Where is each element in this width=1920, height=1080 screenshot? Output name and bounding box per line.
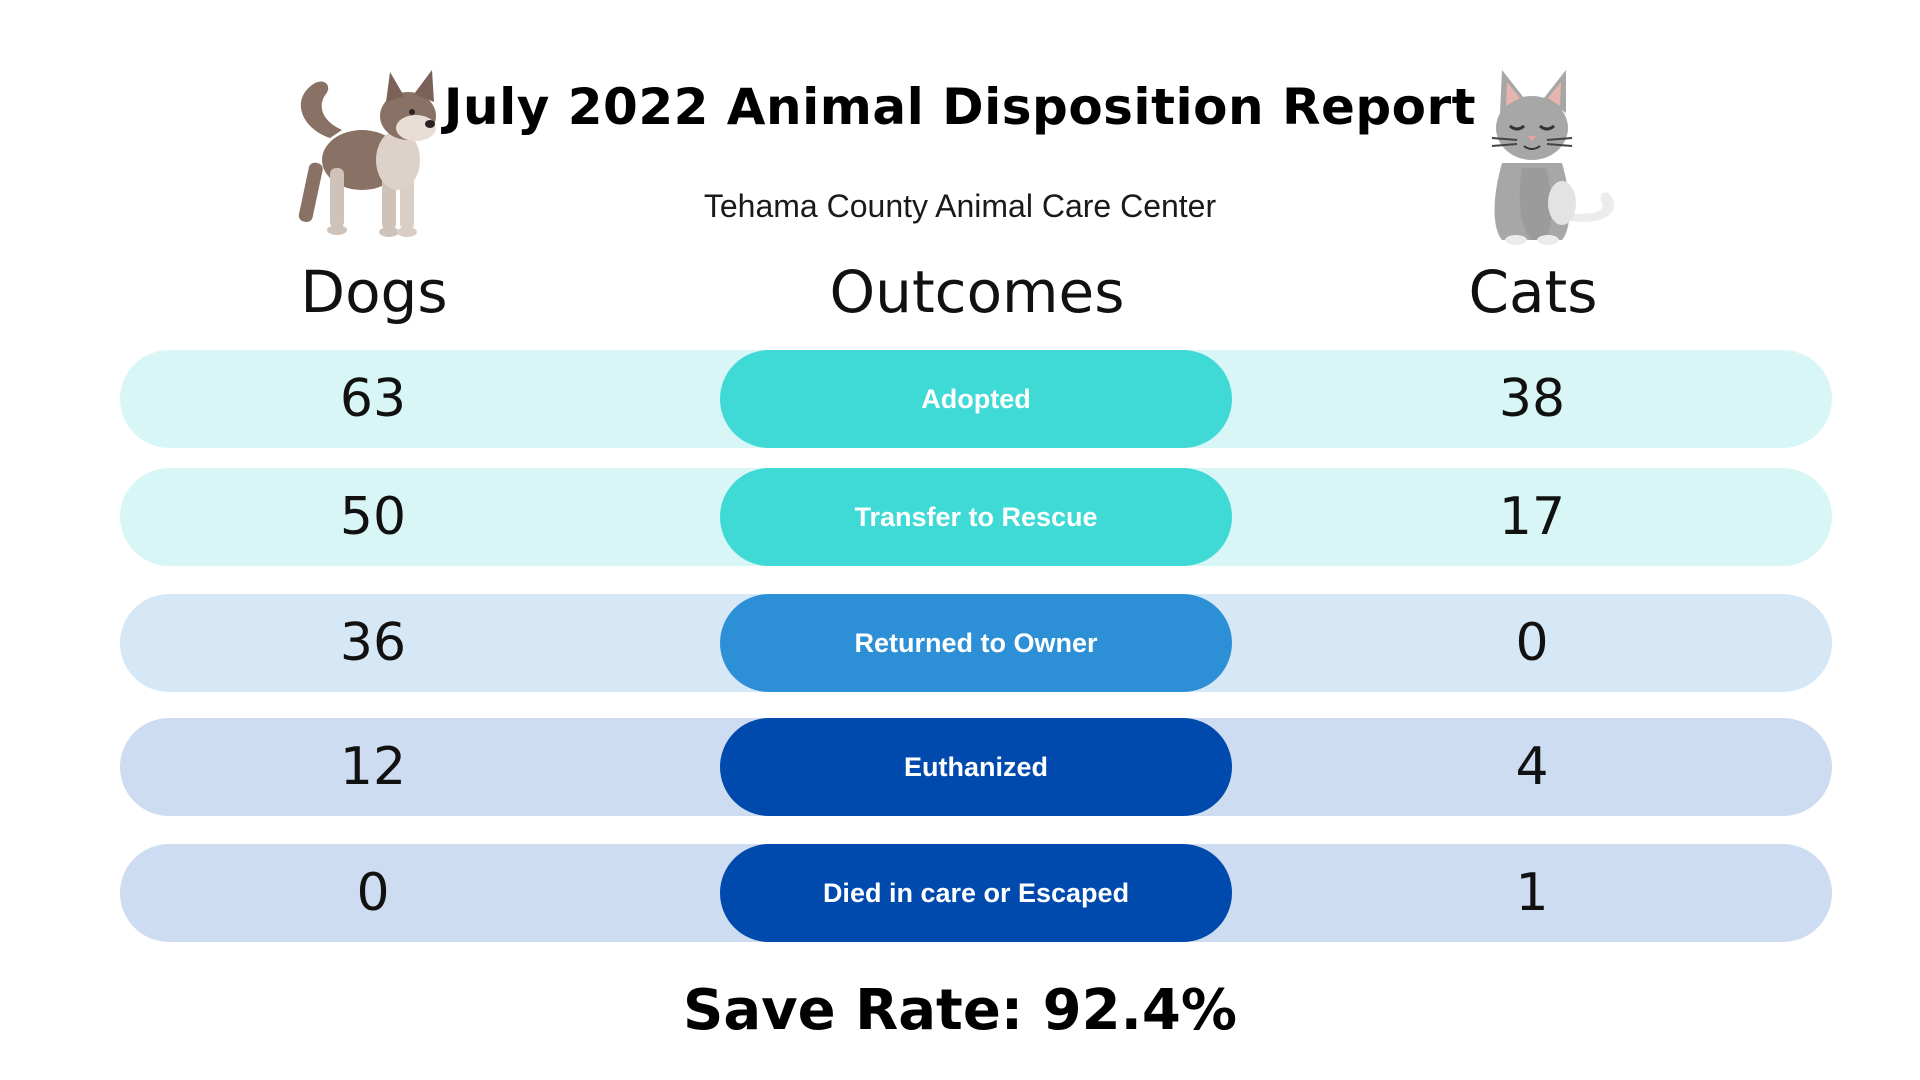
cats-count: 1 bbox=[1515, 863, 1549, 923]
cats-count: 17 bbox=[1498, 487, 1566, 547]
column-header-outcomes: Outcomes bbox=[829, 258, 1125, 326]
dog-illustration bbox=[298, 70, 436, 237]
cats-count: 4 bbox=[1515, 737, 1549, 797]
dogs-count: 12 bbox=[339, 737, 407, 797]
cat-illustration bbox=[1491, 70, 1614, 245]
outcome-label: Adopted bbox=[720, 350, 1232, 448]
cats-count: 0 bbox=[1515, 613, 1549, 673]
outcome-row-transfer-to-rescue: 50 Transfer to Rescue 17 bbox=[120, 468, 1832, 566]
report-subtitle: Tehama County Animal Care Center bbox=[703, 188, 1217, 224]
outcome-row-adopted: 63 Adopted 38 bbox=[120, 350, 1832, 448]
dogs-count: 63 bbox=[339, 369, 407, 429]
cats-count: 38 bbox=[1498, 369, 1566, 429]
outcome-label: Died in care or Escaped bbox=[720, 844, 1232, 942]
outcome-row-returned-to-owner: 36 Returned to Owner 0 bbox=[120, 594, 1832, 692]
save-rate: Save Rate: 92.4% bbox=[683, 978, 1237, 1043]
dogs-count: 50 bbox=[339, 487, 407, 547]
column-header-dogs: Dogs bbox=[300, 258, 448, 326]
outcome-row-died-in-care-or-escaped: 0 Died in care or Escaped 1 bbox=[120, 844, 1832, 942]
column-header-cats: Cats bbox=[1468, 258, 1598, 326]
outcome-label: Returned to Owner bbox=[720, 594, 1232, 692]
dogs-count: 0 bbox=[356, 863, 390, 923]
outcome-label: Euthanized bbox=[720, 718, 1232, 816]
outcome-row-euthanized: 12 Euthanized 4 bbox=[120, 718, 1832, 816]
report-title: July 2022 Animal Disposition Report bbox=[443, 78, 1477, 136]
dogs-count: 36 bbox=[339, 613, 407, 673]
outcome-label: Transfer to Rescue bbox=[720, 468, 1232, 566]
